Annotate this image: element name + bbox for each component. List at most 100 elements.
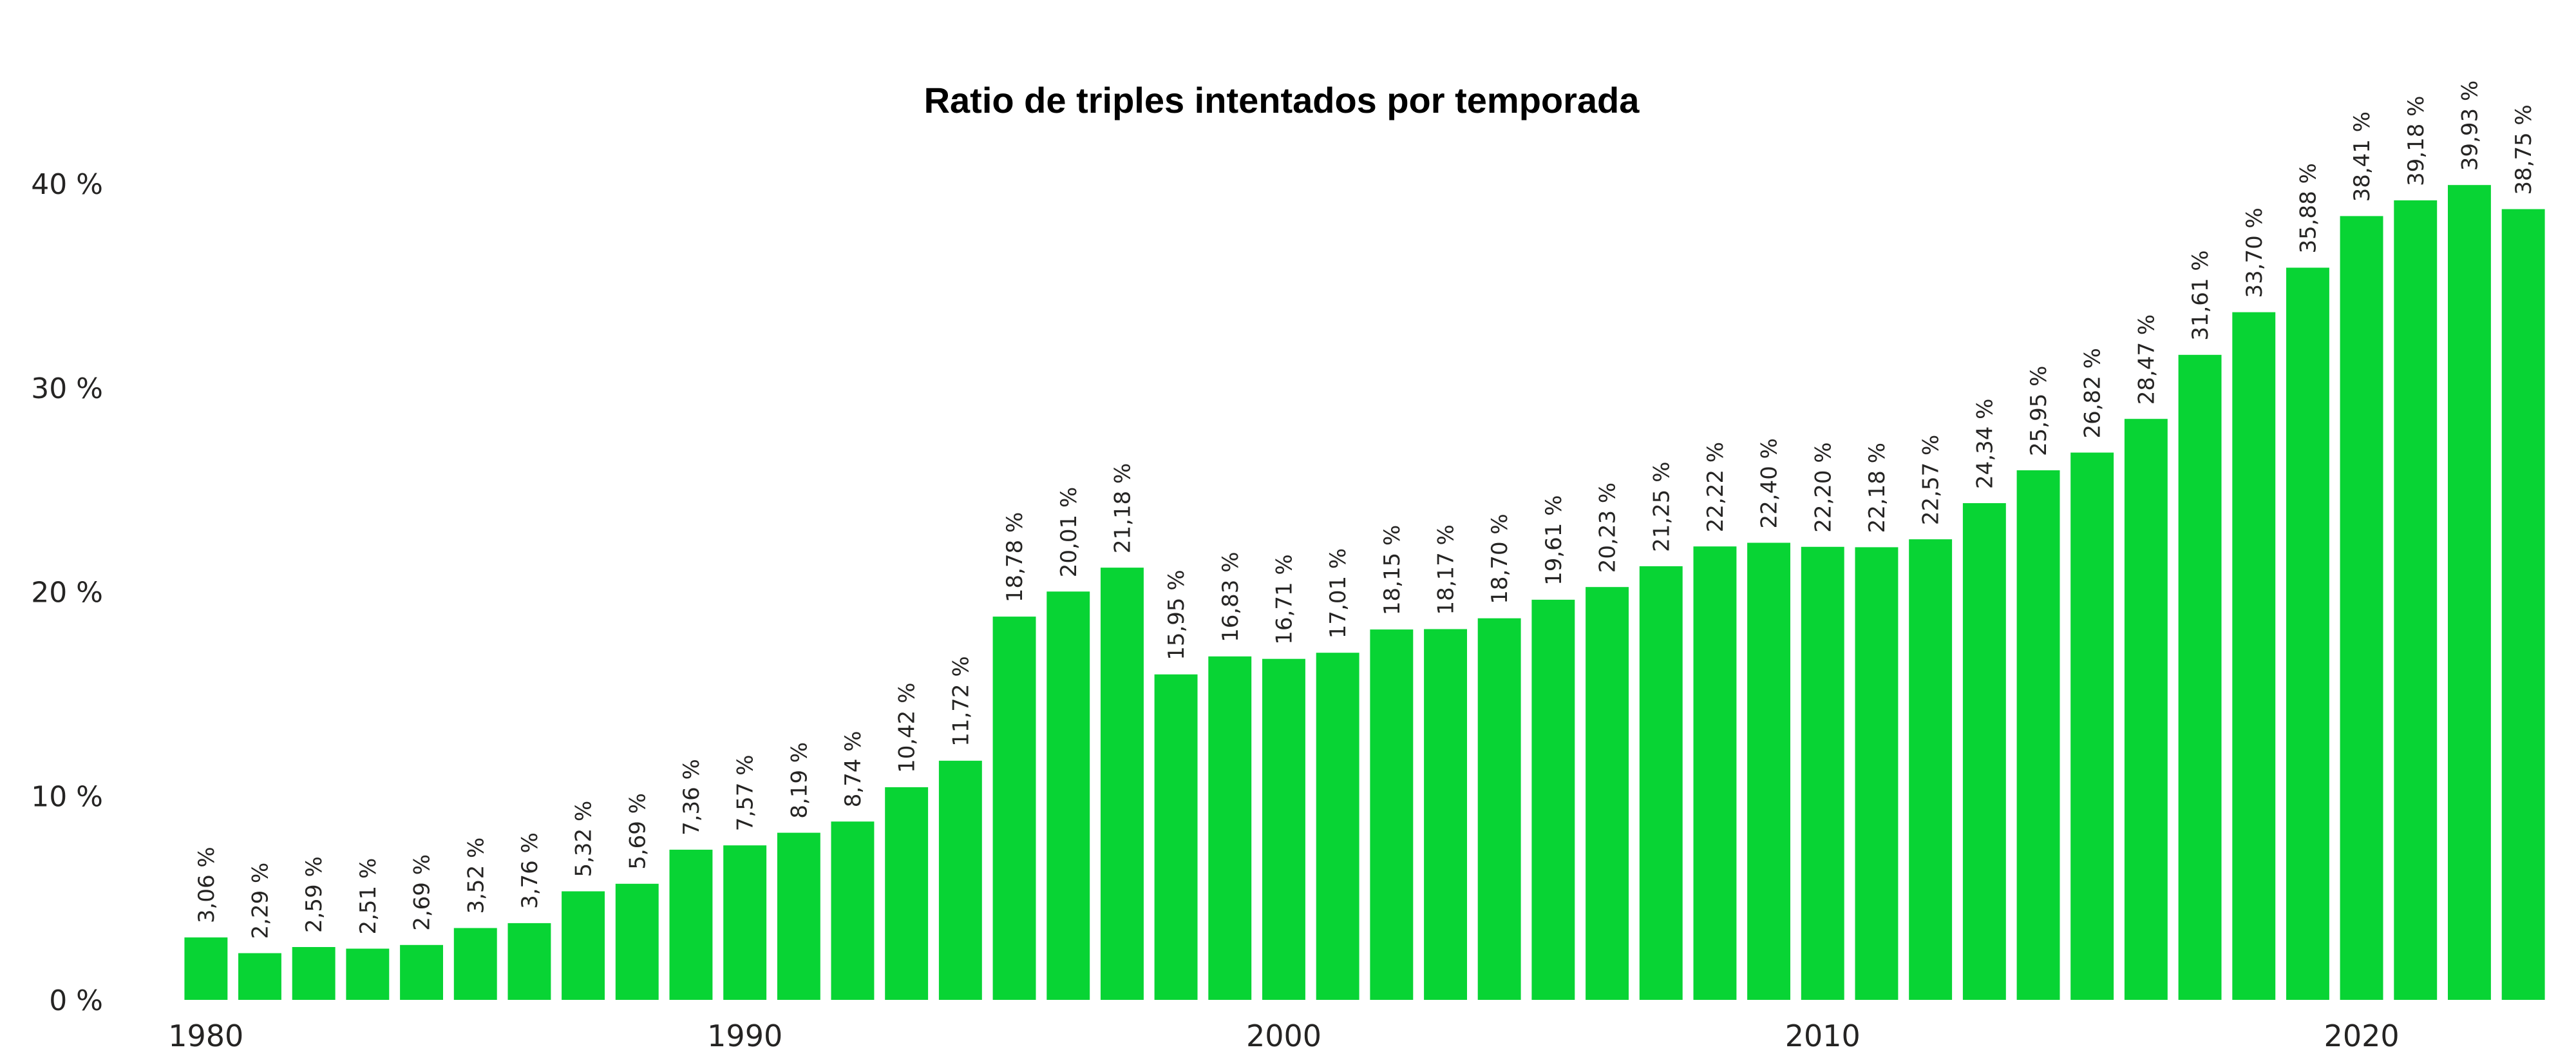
bar [2394,200,2438,1000]
data-label: 28,47 % [2134,314,2159,405]
data-label: 22,40 % [1757,438,1783,528]
bar [2070,452,2114,1000]
data-label: 22,22 % [1703,442,1728,532]
bar [453,928,497,1000]
bar [1424,629,1467,1000]
data-label: 33,70 % [2242,207,2268,298]
data-label: 21,18 % [1110,463,1135,553]
bar [1477,618,1521,1000]
data-label: 11,72 % [948,656,974,746]
data-label: 5,69 % [625,793,650,870]
data-label: 7,57 % [733,754,759,831]
data-label: 24,34 % [1972,399,1998,489]
y-tick-label: 30 % [31,372,103,405]
bar [1531,599,1575,1000]
bar [1046,591,1090,1000]
data-label: 17,01 % [1325,548,1351,638]
data-label: 2,29 % [248,863,274,939]
bar [400,944,443,1000]
x-tick-label: 1990 [707,1019,782,1053]
chart-title: Ratio de triples intentados por temporad… [924,80,1640,120]
bar [184,937,228,1000]
data-label: 19,61 % [1541,495,1567,585]
bar [1801,546,1844,1000]
bar [1855,547,1899,1000]
bar [2178,354,2222,1000]
data-labels: 3,06 % 2,29 % 2,59 % 2,51 % 2,69 % 3,52 % 3,76… [194,81,2537,939]
data-label: 3,52 % [463,838,489,914]
bar [2286,267,2329,1000]
data-label: 16,71 % [1272,554,1298,644]
bar [238,953,281,1000]
data-label: 3,76 % [517,832,543,909]
bar [1962,503,2006,1000]
bar [1747,542,1790,1000]
data-label: 2,51 % [355,858,381,935]
bar [992,617,1036,1000]
data-label: 22,20 % [1810,442,1836,532]
data-label: 8,19 % [786,742,812,819]
bar [723,845,767,1000]
bar [938,760,982,1000]
bar [1586,587,1629,1000]
bar [885,787,929,1000]
x-tick-label: 2010 [1785,1019,1861,1053]
bar [1909,539,1953,1000]
data-label: 35,88 % [2295,163,2321,253]
bar [1262,658,1305,1000]
bar [831,821,875,1000]
bar [1101,568,1144,1000]
data-label: 22,57 % [1918,435,1944,525]
bar [2124,419,2168,1000]
data-label: 18,78 % [1002,512,1028,602]
x-axis: 1980 1990 2000 2010 2020 [168,1019,2399,1053]
bar [346,948,390,1000]
data-label: 3,06 % [194,847,220,923]
bar [1639,566,1683,1000]
data-label: 31,61 % [2188,250,2213,340]
data-label: 18,70 % [1487,513,1513,604]
data-label: 5,32 % [571,801,597,877]
x-tick-label: 2000 [1246,1019,1321,1053]
y-tick-label: 40 % [31,168,103,201]
data-label: 2,59 % [301,856,327,933]
data-label: 25,95 % [2026,366,2052,456]
data-label: 18,17 % [1434,524,1459,615]
data-label: 15,95 % [1164,570,1189,660]
data-label: 38,41 % [2349,111,2375,202]
data-label: 7,36 % [679,759,705,836]
bar [507,923,551,1000]
bar [562,891,605,1000]
y-tick-label: 20 % [31,577,103,609]
bar [2501,209,2545,1001]
data-label: 16,83 % [1218,551,1244,642]
bar [1208,656,1252,1000]
bar [2340,216,2383,1000]
bar [2448,185,2491,1001]
y-tick-label: 0 % [49,984,103,1017]
bar [2232,312,2276,1001]
y-axis: 0 % 10 % 20 % 30 % 40 % [31,168,103,1017]
bar [1370,629,1414,1000]
data-label: 22,18 % [1864,443,1890,533]
data-label: 10,42 % [895,682,920,772]
bar [1693,546,1737,1000]
x-tick-label: 1980 [168,1019,243,1053]
bar [1316,653,1359,1000]
data-label: 20,23 % [1595,483,1621,573]
data-label: 20,01 % [1056,487,1082,577]
x-tick-label: 2020 [2324,1019,2400,1053]
data-label: 8,74 % [840,731,866,807]
data-label: 26,82 % [2080,348,2106,438]
data-label: 2,69 % [410,854,435,931]
bar [669,849,713,1000]
data-label: 39,93 % [2458,81,2483,171]
bar [2016,470,2060,1000]
data-label: 38,75 % [2511,104,2537,195]
data-label: 18,15 % [1379,525,1405,615]
bar [1154,674,1198,1000]
data-label: 39,18 % [2403,96,2429,186]
bar [292,947,336,1000]
data-label: 21,25 % [1649,461,1674,551]
